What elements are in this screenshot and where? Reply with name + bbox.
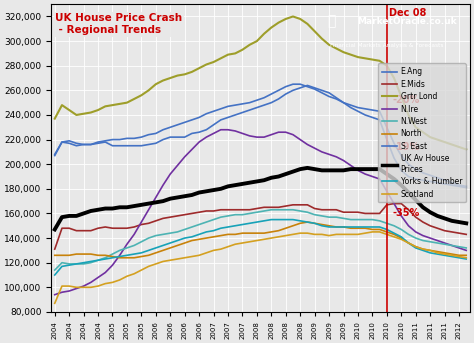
Text: Financial Markets Analysis & Forecasts: Financial Markets Analysis & Forecasts <box>329 43 443 48</box>
Legend: E.Ang, E.Mids, Grtr Lond, N.Ire, N.West, North, S. East, UK Av House
Prices, Yor: E.Ang, E.Mids, Grtr Lond, N.Ire, N.West,… <box>378 63 466 202</box>
Text: Dec 08: Dec 08 <box>389 8 426 18</box>
Text: -35%: -35% <box>392 209 420 218</box>
Text: UK House Price Crash
 - Regional Trends: UK House Price Crash - Regional Trends <box>55 13 182 35</box>
Text: -20%: -20% <box>392 95 420 105</box>
Text: 🧑: 🧑 <box>328 14 336 28</box>
Text: MarketOracle.co.uk: MarketOracle.co.uk <box>357 17 456 26</box>
Text: -19%: -19% <box>392 142 420 152</box>
